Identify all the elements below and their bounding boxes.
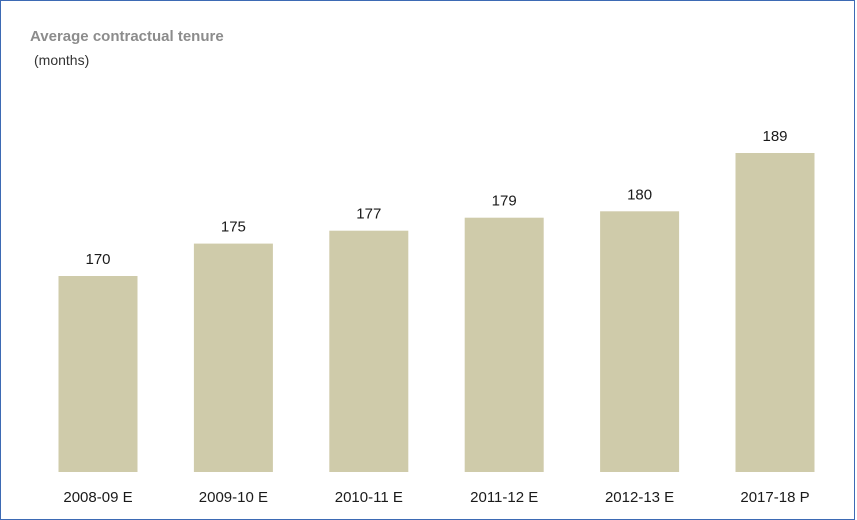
bar-2012-13 E <box>600 211 680 473</box>
bar-2010-11 E <box>329 230 409 472</box>
data-label-2010-11 E: 177 <box>356 206 381 223</box>
bar-2011-12 E <box>464 217 544 472</box>
x-tick-label-2017-18 P: 2017-18 P <box>740 489 809 506</box>
data-label-2009-10 E: 175 <box>221 219 246 236</box>
data-label-2017-18 P: 189 <box>762 128 787 145</box>
data-label-2011-12 E: 179 <box>492 193 517 210</box>
bar-2008-09 E <box>58 276 138 472</box>
bar-2009-10 E <box>193 243 273 472</box>
x-tick-label-2011-12 E: 2011-12 E <box>470 489 538 506</box>
x-tick-label-2008-09 E: 2008-09 E <box>63 489 132 506</box>
data-label-2012-13 E: 180 <box>627 186 652 203</box>
bar-2017-18 P <box>735 153 815 472</box>
x-tick-label-2012-13 E: 2012-13 E <box>605 489 674 506</box>
chart-subtitle: (months) <box>34 52 90 68</box>
data-label-2008-09 E: 170 <box>85 251 110 268</box>
x-tick-label-2010-11 E: 2010-11 E <box>335 489 403 506</box>
x-tick-label-2009-10 E: 2009-10 E <box>199 489 268 506</box>
chart-title: Average contractual tenure <box>30 28 224 45</box>
